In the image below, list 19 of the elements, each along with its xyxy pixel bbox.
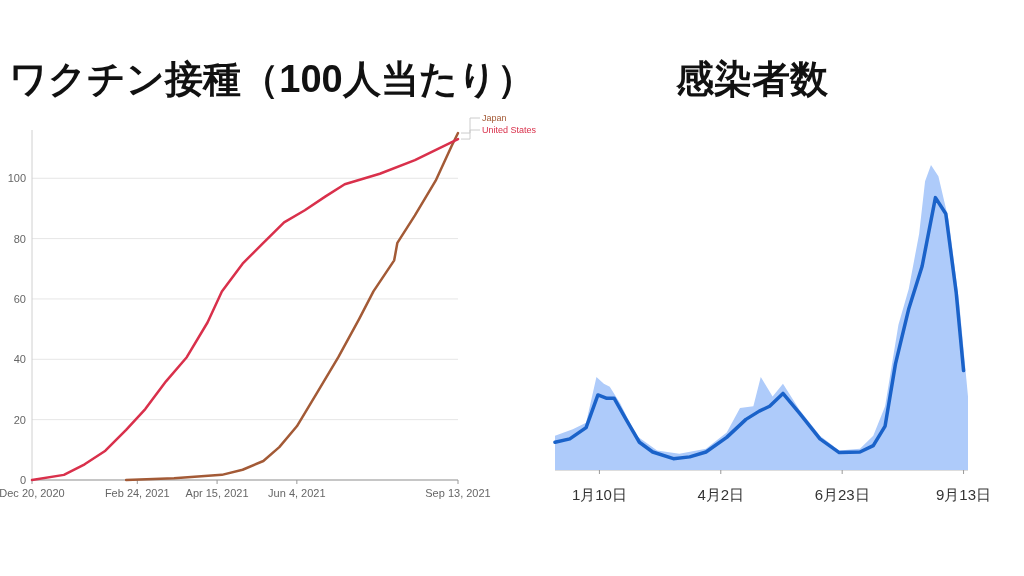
y-tick-label: 60 <box>13 292 26 305</box>
chart-title: ワクチン接種（100人当たり） <box>9 58 535 100</box>
y-tick-label: 20 <box>13 413 26 426</box>
x-tick-label: Sep 13, 2021 <box>425 487 491 499</box>
y-tick-label: 0 <box>19 474 26 486</box>
y-tick-label: 100 <box>7 172 26 185</box>
x-tick-label: Apr 15, 2021 <box>185 487 249 499</box>
x-tick-label: Feb 24, 2021 <box>104 487 170 499</box>
y-tick-label: 40 <box>13 353 26 366</box>
y-tick-label: 80 <box>13 232 26 245</box>
text: Japan <box>482 113 507 123</box>
x-tick-label: 4月2日 <box>697 486 745 503</box>
x-tick-label: 1月10日 <box>571 486 627 503</box>
x-tick-label: Dec 20, 2020 <box>0 487 65 499</box>
x-tick-label: Jun 4, 2021 <box>268 487 326 499</box>
text: United States <box>482 125 537 135</box>
x-tick-label: 9月13日 <box>936 486 992 503</box>
chart-title: 感染者数 <box>675 58 829 100</box>
x-tick-label: 6月23日 <box>814 486 870 503</box>
